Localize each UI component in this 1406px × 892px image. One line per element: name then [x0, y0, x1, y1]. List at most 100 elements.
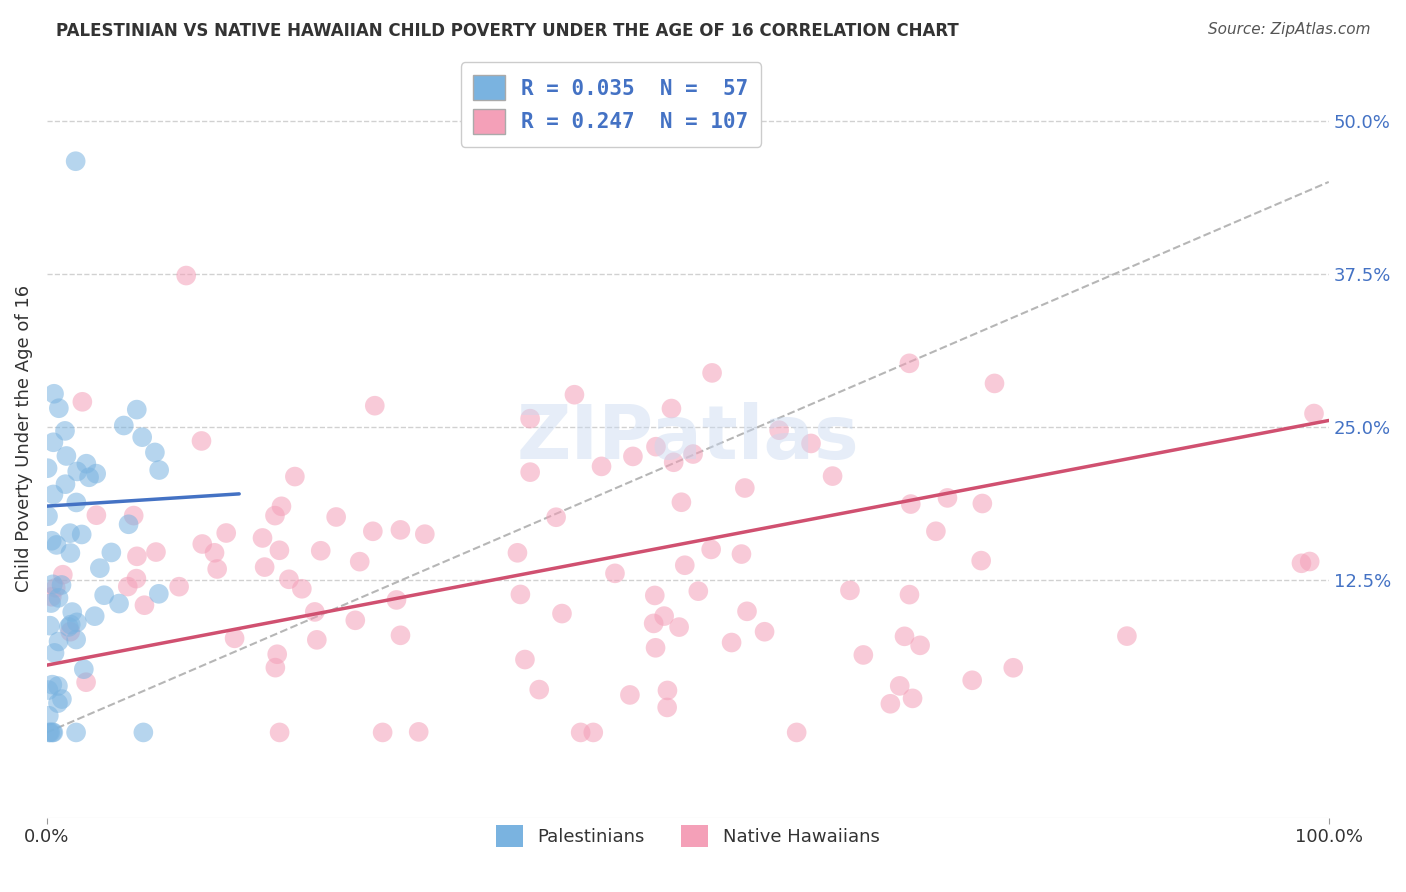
- Point: [46, 679, 69, 693]
- Point: [569, 725, 592, 739]
- Point: [42, 487, 65, 501]
- Point: [821, 469, 844, 483]
- Point: [720, 635, 742, 649]
- Point: [37, 509, 59, 524]
- Point: [661, 401, 683, 416]
- Point: [671, 495, 693, 509]
- Point: [145, 545, 167, 559]
- Point: [89, 561, 111, 575]
- Point: [45, 581, 67, 595]
- Point: [389, 628, 412, 642]
- Point: [983, 376, 1005, 391]
- Point: [48, 591, 70, 605]
- Point: [148, 463, 170, 477]
- Point: [59, 546, 82, 560]
- Point: [39, 596, 62, 610]
- Point: [361, 524, 384, 539]
- Point: [389, 523, 412, 537]
- Point: [519, 411, 541, 425]
- Point: [253, 560, 276, 574]
- Point: [65, 154, 87, 169]
- Point: [960, 673, 983, 688]
- Point: [786, 725, 808, 739]
- Point: [41, 590, 63, 604]
- Point: [519, 465, 541, 479]
- Point: [900, 497, 922, 511]
- Point: [879, 697, 901, 711]
- Point: [65, 725, 87, 739]
- Point: [38, 708, 60, 723]
- Point: [77, 470, 100, 484]
- Point: [72, 394, 94, 409]
- Point: [41, 678, 63, 692]
- Point: [60, 605, 83, 619]
- Point: [800, 436, 823, 450]
- Point: [75, 675, 97, 690]
- Point: [269, 543, 291, 558]
- Point: [509, 587, 531, 601]
- Point: [42, 435, 65, 450]
- Point: [344, 613, 367, 627]
- Point: [190, 434, 212, 448]
- Point: [46, 696, 69, 710]
- Point: [621, 450, 644, 464]
- Point: [970, 553, 993, 567]
- Point: [252, 531, 274, 545]
- Point: [657, 683, 679, 698]
- Point: [839, 583, 862, 598]
- Point: [309, 543, 332, 558]
- Point: [898, 356, 921, 370]
- Text: ZIPatlas: ZIPatlas: [516, 402, 859, 475]
- Point: [41, 725, 63, 739]
- Text: Source: ZipAtlas.com: Source: ZipAtlas.com: [1208, 22, 1371, 37]
- Point: [48, 634, 70, 648]
- Point: [619, 688, 641, 702]
- Point: [117, 580, 139, 594]
- Point: [371, 725, 394, 739]
- Point: [66, 615, 89, 630]
- Point: [112, 418, 135, 433]
- Point: [191, 537, 214, 551]
- Point: [39, 725, 62, 739]
- Point: [215, 526, 238, 541]
- Point: [38, 725, 60, 739]
- Point: [908, 638, 931, 652]
- Point: [304, 605, 326, 619]
- Point: [700, 366, 723, 380]
- Point: [45, 538, 67, 552]
- Point: [44, 646, 66, 660]
- Point: [100, 545, 122, 559]
- Point: [768, 423, 790, 437]
- Point: [349, 555, 371, 569]
- Point: [264, 508, 287, 523]
- Point: [83, 609, 105, 624]
- Point: [42, 725, 65, 739]
- Point: [42, 386, 65, 401]
- Point: [59, 617, 82, 632]
- Point: [66, 464, 89, 478]
- Point: [925, 524, 948, 539]
- Point: [86, 508, 108, 523]
- Point: [852, 648, 875, 662]
- Point: [506, 546, 529, 560]
- Point: [174, 268, 197, 283]
- Point: [735, 604, 758, 618]
- Point: [224, 632, 246, 646]
- Point: [700, 542, 723, 557]
- Point: [893, 629, 915, 643]
- Point: [603, 566, 626, 581]
- Point: [59, 624, 82, 639]
- Point: [42, 577, 65, 591]
- Point: [41, 533, 63, 548]
- Point: [901, 691, 924, 706]
- Point: [564, 388, 586, 402]
- Point: [122, 508, 145, 523]
- Point: [889, 679, 911, 693]
- Point: [48, 401, 70, 416]
- Point: [52, 567, 75, 582]
- Point: [117, 517, 139, 532]
- Point: [143, 445, 166, 459]
- Point: [73, 662, 96, 676]
- Point: [1116, 629, 1139, 643]
- Point: [644, 589, 666, 603]
